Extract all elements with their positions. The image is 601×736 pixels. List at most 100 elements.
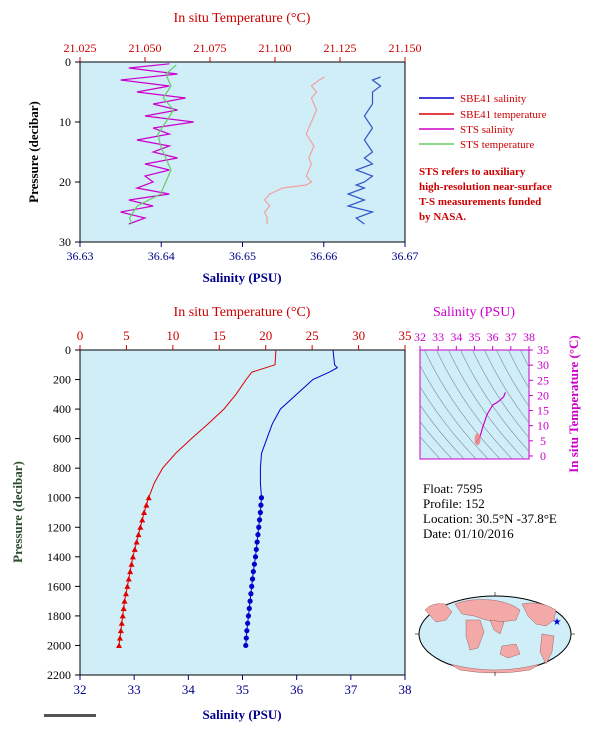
bottom-pressure-tick-label-0: 0 bbox=[65, 343, 71, 357]
marker-temperature-1900 bbox=[117, 627, 124, 634]
bottom-temp-tick-label-0: 0 bbox=[77, 328, 84, 343]
top-sal-tick-label-36-65: 36.65 bbox=[229, 249, 256, 263]
sts-note-line-3: T-S measurements funded bbox=[419, 196, 541, 208]
land-australia bbox=[499, 643, 521, 659]
bottom-sal-tick-label-38: 38 bbox=[399, 682, 412, 697]
bottom-temp-tick-label-30: 30 bbox=[352, 328, 365, 343]
top-sal-tick-label-36-67: 36.67 bbox=[392, 249, 419, 263]
legend-item-sbe41-temperature: SBE41 temperature bbox=[419, 109, 547, 121]
map-graticule bbox=[415, 592, 575, 676]
series-sts-salinity bbox=[120, 63, 194, 225]
top-sal-tick-label-36-66: 36.66 bbox=[310, 249, 337, 263]
full-profile-bottom-axis-title: Salinity (PSU) bbox=[202, 707, 281, 722]
ts-contour-8 bbox=[460, 350, 529, 452]
bottom-pressure-tick-label-1200: 1200 bbox=[47, 520, 71, 534]
marker-salinity-1850 bbox=[245, 620, 251, 626]
marker-temperature-1750 bbox=[120, 605, 127, 612]
marker-temperature-1350 bbox=[131, 546, 138, 552]
ts-contour-10 bbox=[484, 350, 529, 424]
ts-contour-3 bbox=[420, 385, 477, 459]
legend-item-sts-salinity: STS salinity bbox=[419, 124, 515, 136]
land-south-asia bbox=[489, 619, 505, 635]
legend: SBE41 salinity SBE41 temperature STS sal… bbox=[419, 93, 552, 223]
ts-sal-tick-label-37: 37 bbox=[505, 330, 517, 344]
near-surface-ticks: 21.025 21.050 21.075 21.100 21.125 21.150 36.6… bbox=[59, 41, 422, 263]
ts-sal-tick-label-32: 32 bbox=[414, 330, 426, 344]
full-profile-panel: In situ Temperature (°C) Salinity (PSU) … bbox=[10, 305, 412, 722]
marker-temperature-1150 bbox=[139, 516, 146, 523]
ts-sal-tick-label-36: 36 bbox=[487, 330, 499, 344]
ts-sal-tick-label-38: 38 bbox=[523, 330, 535, 344]
ts-temp-tick-label-10: 10 bbox=[537, 419, 549, 433]
marker-salinity-1600 bbox=[249, 583, 255, 589]
marker-salinity-1700 bbox=[247, 598, 253, 604]
float-info: Float: 7595 Profile: 152 Location: 30.5°… bbox=[423, 481, 557, 541]
ts-temp-tick-label-30: 30 bbox=[537, 358, 549, 372]
bottom-temp-tick-label-10: 10 bbox=[166, 328, 179, 343]
ts-contour-7 bbox=[448, 350, 525, 459]
marker-temperature-1650 bbox=[122, 590, 129, 597]
marker-salinity-1450 bbox=[251, 561, 258, 567]
series-sbe41-salinity bbox=[346, 76, 382, 225]
ts-contour-13 bbox=[520, 350, 529, 368]
ts-contour-1 bbox=[420, 421, 453, 459]
top-pressure-tick-label-10: 10 bbox=[59, 115, 71, 129]
legend-item-sts-temperature: STS temperature bbox=[419, 139, 534, 151]
footer-mark bbox=[44, 714, 96, 717]
near-surface-y-axis-title: Pressure (decibar) bbox=[26, 101, 41, 203]
bottom-sal-tick-label-35: 35 bbox=[236, 682, 249, 697]
top-temp-tick-label-21-125: 21.125 bbox=[324, 41, 357, 55]
date: Date: 01/10/2016 bbox=[423, 526, 514, 541]
t-s-series bbox=[474, 392, 506, 446]
marker-temperature-1250 bbox=[135, 531, 142, 538]
series-sbe41-temperature bbox=[263, 76, 325, 224]
marker-salinity-1550 bbox=[249, 576, 256, 582]
ts-contour-2 bbox=[420, 404, 465, 459]
bottom-pressure-tick-label-600: 600 bbox=[53, 432, 71, 446]
land-africa bbox=[465, 619, 485, 651]
ts-deep-cluster bbox=[474, 433, 481, 446]
t-s-diagram-panel: Salinity (PSU) In situ Temperature (°C) … bbox=[414, 305, 581, 473]
top-temp-tick-label-21-100: 21.100 bbox=[259, 41, 292, 55]
ts-temp-tick-label-0: 0 bbox=[540, 449, 546, 463]
marker-temperature-2000 bbox=[116, 642, 122, 648]
ts-temp-tick-label-5: 5 bbox=[540, 434, 546, 448]
bottom-pressure-tick-label-1400: 1400 bbox=[47, 550, 71, 564]
marker-temperature-1100 bbox=[141, 509, 148, 515]
bottom-pressure-tick-label-1000: 1000 bbox=[47, 491, 71, 505]
bottom-pressure-tick-label-400: 400 bbox=[53, 402, 71, 416]
bottom-temp-tick-label-35: 35 bbox=[399, 328, 412, 343]
land-north-america bbox=[521, 602, 557, 627]
bottom-sal-tick-label-34: 34 bbox=[182, 682, 196, 697]
sts-note: STS refers to auxiliary high-resolution … bbox=[419, 166, 552, 223]
legend-label-sbe41-salinity: SBE41 salinity bbox=[460, 93, 527, 105]
world-map: ★ bbox=[415, 592, 575, 676]
marker-temperature-1400 bbox=[129, 553, 136, 560]
full-profile-top-axis-title: In situ Temperature (°C) bbox=[174, 305, 311, 320]
bottom-pressure-tick-label-200: 200 bbox=[53, 373, 71, 387]
marker-temperature-1050 bbox=[143, 502, 150, 508]
marker-salinity-1950 bbox=[243, 635, 249, 641]
top-temp-tick-label-21-025: 21.025 bbox=[64, 41, 97, 55]
marker-salinity-1500 bbox=[250, 568, 256, 575]
marker-temperature-1850 bbox=[118, 620, 125, 626]
bottom-temp-tick-label-25: 25 bbox=[306, 328, 319, 343]
legend-label-sbe41-temperature: SBE41 temperature bbox=[460, 109, 547, 121]
ts-temp-tick-label-20: 20 bbox=[537, 388, 549, 402]
marker-salinity-1300 bbox=[254, 539, 260, 545]
ts-sal-tick-label-34: 34 bbox=[450, 330, 462, 344]
near-surface-plot-area bbox=[79, 61, 406, 243]
marker-salinity-1200 bbox=[256, 524, 262, 530]
ts-contour-6 bbox=[436, 350, 513, 459]
series-sts-temperature bbox=[128, 64, 177, 225]
profile-number: Profile: 152 bbox=[423, 496, 485, 511]
legend-label-sts-salinity: STS salinity bbox=[460, 124, 515, 136]
ts-temp-tick-label-15: 15 bbox=[537, 404, 549, 418]
ts-contour-9 bbox=[472, 350, 529, 439]
marker-temperature-1500 bbox=[127, 568, 134, 575]
ts-contour-4 bbox=[420, 364, 489, 459]
ts-contour-11 bbox=[496, 350, 529, 407]
full-profile-ticks: 0 5 10 15 20 25 30 35 32 33 34 35 36 37 38 0 200 400 600 80… bbox=[47, 328, 412, 697]
bottom-pressure-tick-label-2200: 2200 bbox=[47, 668, 71, 682]
